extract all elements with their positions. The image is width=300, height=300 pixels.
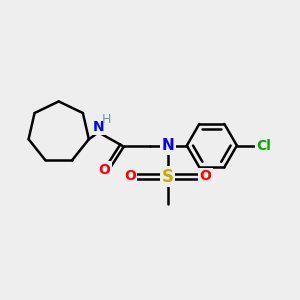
Text: O: O: [124, 169, 136, 184]
Text: N: N: [161, 138, 174, 153]
Text: H: H: [102, 113, 111, 127]
Text: N: N: [93, 120, 104, 134]
Text: Cl: Cl: [256, 139, 271, 153]
Text: O: O: [200, 169, 211, 184]
Text: S: S: [162, 167, 174, 185]
Text: O: O: [98, 163, 110, 177]
